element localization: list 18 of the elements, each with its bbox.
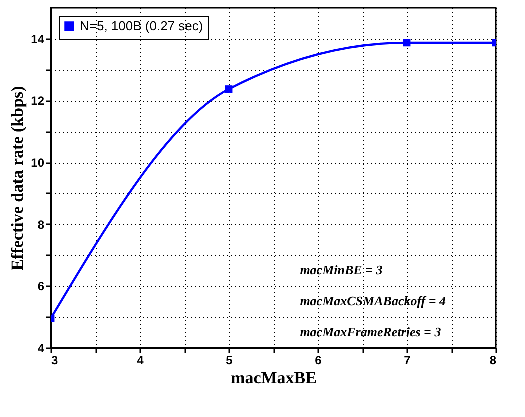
- annotation: macMaxCSMABackoff = 4: [300, 294, 447, 309]
- annotation: macMaxFrameRetries = 3: [300, 324, 442, 340]
- y-tick-label: 10: [31, 156, 45, 170]
- y-axis-title: Effective data rate (kbps): [8, 86, 28, 271]
- x-tick-label: 8: [490, 354, 497, 368]
- annotation: macMinBE = 3: [300, 262, 384, 278]
- x-tick-label: 5: [226, 354, 234, 368]
- x-tick-label: 6: [315, 354, 322, 368]
- y-tick-label: 6: [38, 280, 45, 294]
- y-tick-label: 14: [31, 32, 45, 46]
- x-axis-title: macMaxBE: [231, 368, 317, 388]
- legend-label: N=5, 100B (0.27 sec): [80, 18, 204, 34]
- y-tick-label: 8: [38, 218, 45, 232]
- x-tick-label: 7: [404, 354, 412, 368]
- y-tick-label: 12: [31, 94, 45, 108]
- x-tick-label: 3: [52, 354, 58, 368]
- x-tick-label: 4: [137, 354, 144, 368]
- y-tick-label: 4: [38, 342, 45, 356]
